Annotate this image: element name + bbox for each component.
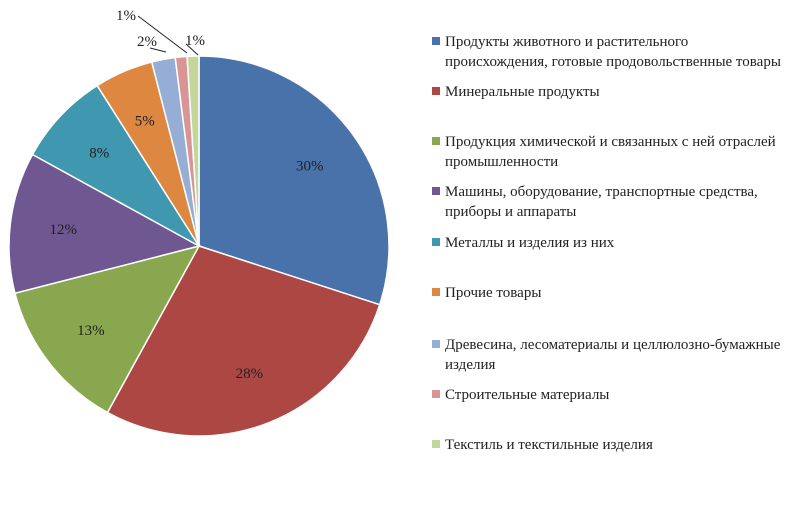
pie-slice-food-products (198, 55, 390, 306)
data-label-construction-materials: 1% (116, 8, 136, 24)
data-label-chemical-products: 13% (77, 323, 105, 339)
pie-slices (8, 55, 390, 437)
pie-slice-chemical-products (14, 244, 201, 414)
legend-swatch (432, 440, 440, 448)
legend-label: Текстиль и текстильные изделия (445, 437, 653, 453)
data-label-machinery: 12% (50, 222, 78, 238)
data-label-mineral-products: 28% (236, 366, 264, 382)
pie-slice-machinery (8, 153, 202, 295)
data-label-wood-products: 2% (137, 34, 157, 50)
legend-label: Продукция химической и связанных с ней о… (445, 134, 776, 170)
pie-chart: 30%28%13%12%8%5%2%1%1% (8, 8, 390, 437)
data-label-metals: 8% (89, 145, 109, 161)
legend-label: Металлы и изделия из них (445, 235, 615, 251)
pie-slice-mineral-products (106, 245, 381, 437)
legend-swatch (432, 37, 440, 45)
legend-label: Древесина, лесоматериалы и целлюлозно-бу… (445, 337, 781, 373)
legend-swatch (432, 390, 440, 398)
legend-item-mineral-products: Минеральные продукты (432, 82, 792, 102)
legend-swatch (432, 137, 440, 145)
leader-lines (137, 15, 199, 56)
leader-line-construction-materials (137, 15, 188, 54)
legend-item-construction-materials: Строительные материалы (432, 385, 792, 405)
data-label-textiles: 1% (185, 33, 205, 49)
pie-slice-metals (31, 84, 200, 247)
legend-swatch (432, 87, 440, 95)
legend-label: Машины, оборудование, транспортные средс… (445, 184, 758, 220)
legend-item-textiles: Текстиль и текстильные изделия (432, 435, 792, 455)
legend-item-machinery: Машины, оборудование, транспортные средс… (432, 182, 792, 222)
data-labels: 30%28%13%12%8%5%2%1%1% (50, 8, 324, 382)
legend-swatch (432, 288, 440, 296)
legend-item-metals: Металлы и изделия из них (432, 233, 792, 253)
legend-item-chemical-products: Продукция химической и связанных с ней о… (432, 132, 792, 172)
legend-swatch (432, 238, 440, 246)
legend-label: Продукты животного и растительного проис… (445, 34, 781, 70)
leader-line-textiles (185, 43, 199, 56)
data-label-food-products: 30% (296, 159, 324, 175)
legend-item-food-products: Продукты животного и растительного проис… (432, 32, 792, 72)
leader-line-wood-products (149, 47, 167, 53)
data-label-other-goods: 5% (135, 114, 155, 130)
legend-item-other-goods: Прочие товары (432, 283, 792, 303)
legend-label: Прочие товары (445, 285, 542, 301)
pie-slice-textiles (186, 55, 200, 247)
legend-label: Строительные материалы (445, 387, 610, 403)
legend-swatch (432, 340, 440, 348)
legend-swatch (432, 187, 440, 195)
legend-label: Минеральные продукты (445, 84, 600, 100)
legend-item-wood-products: Древесина, лесоматериалы и целлюлозно-бу… (432, 335, 792, 375)
